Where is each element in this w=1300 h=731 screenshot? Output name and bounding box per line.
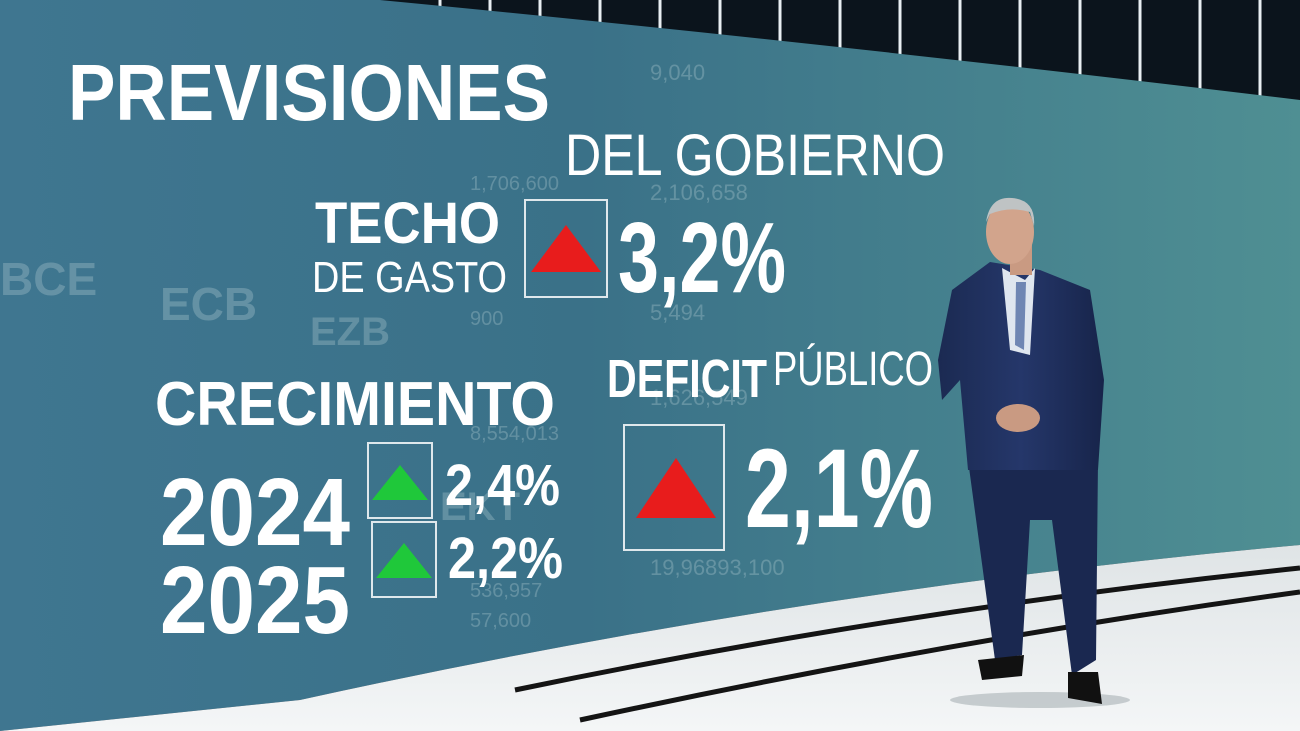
floor-lines (514, 565, 1300, 723)
up-arrow (636, 458, 716, 518)
bg-text: 8,554,013 (470, 423, 559, 445)
indicator-box (367, 442, 433, 519)
bg-text: 900 (470, 308, 503, 330)
deficit-label: DEFICIT (607, 349, 767, 409)
background-texts: BCE ECB EZB EKT 9,040 1,706,600 2,106,65… (0, 60, 785, 632)
subtitle: DEL GOBIERNO (565, 123, 945, 188)
bg-text: 5,494 (650, 300, 705, 325)
up-arrow (372, 465, 428, 500)
title: PREVISIONES (68, 48, 550, 137)
techo-value: 3,2% (618, 202, 786, 314)
up-arrow (531, 225, 601, 272)
ceiling-lights (438, 0, 1262, 96)
bg-text: EKT (440, 485, 520, 529)
up-arrow (376, 543, 432, 578)
deficit-sublabel: PÚBLICO (773, 342, 933, 396)
techo-sublabel: DE GASTO (312, 253, 507, 302)
presenter (938, 197, 1130, 708)
bg-text: 57,600 (470, 610, 531, 632)
techo-label: TECHO (315, 191, 500, 256)
bg-text: 19,96893,100 (650, 555, 785, 580)
crecimiento-title: CRECIMIENTO (155, 370, 555, 439)
floor (0, 545, 1300, 731)
year: 2025 (160, 547, 350, 654)
bg-text: 1,626,549 (650, 385, 748, 410)
bg-text: EZB (310, 310, 390, 354)
deficit-value: 2,1% (745, 426, 933, 551)
year: 2024 (160, 459, 350, 566)
bg-text: BCE (0, 253, 97, 305)
bg-text: 9,040 (650, 60, 705, 85)
bg-text: 1,706,600 (470, 173, 559, 195)
indicator-box (524, 199, 608, 298)
indicator-box (371, 521, 437, 598)
bg-text: 2,106,658 (650, 180, 748, 205)
indicator-box (623, 424, 725, 551)
bg-text: ECB (160, 278, 257, 330)
growth-value: 2,2% (448, 526, 563, 591)
bg-text: 536,957 (470, 580, 542, 602)
growth-value: 2,4% (445, 453, 560, 518)
